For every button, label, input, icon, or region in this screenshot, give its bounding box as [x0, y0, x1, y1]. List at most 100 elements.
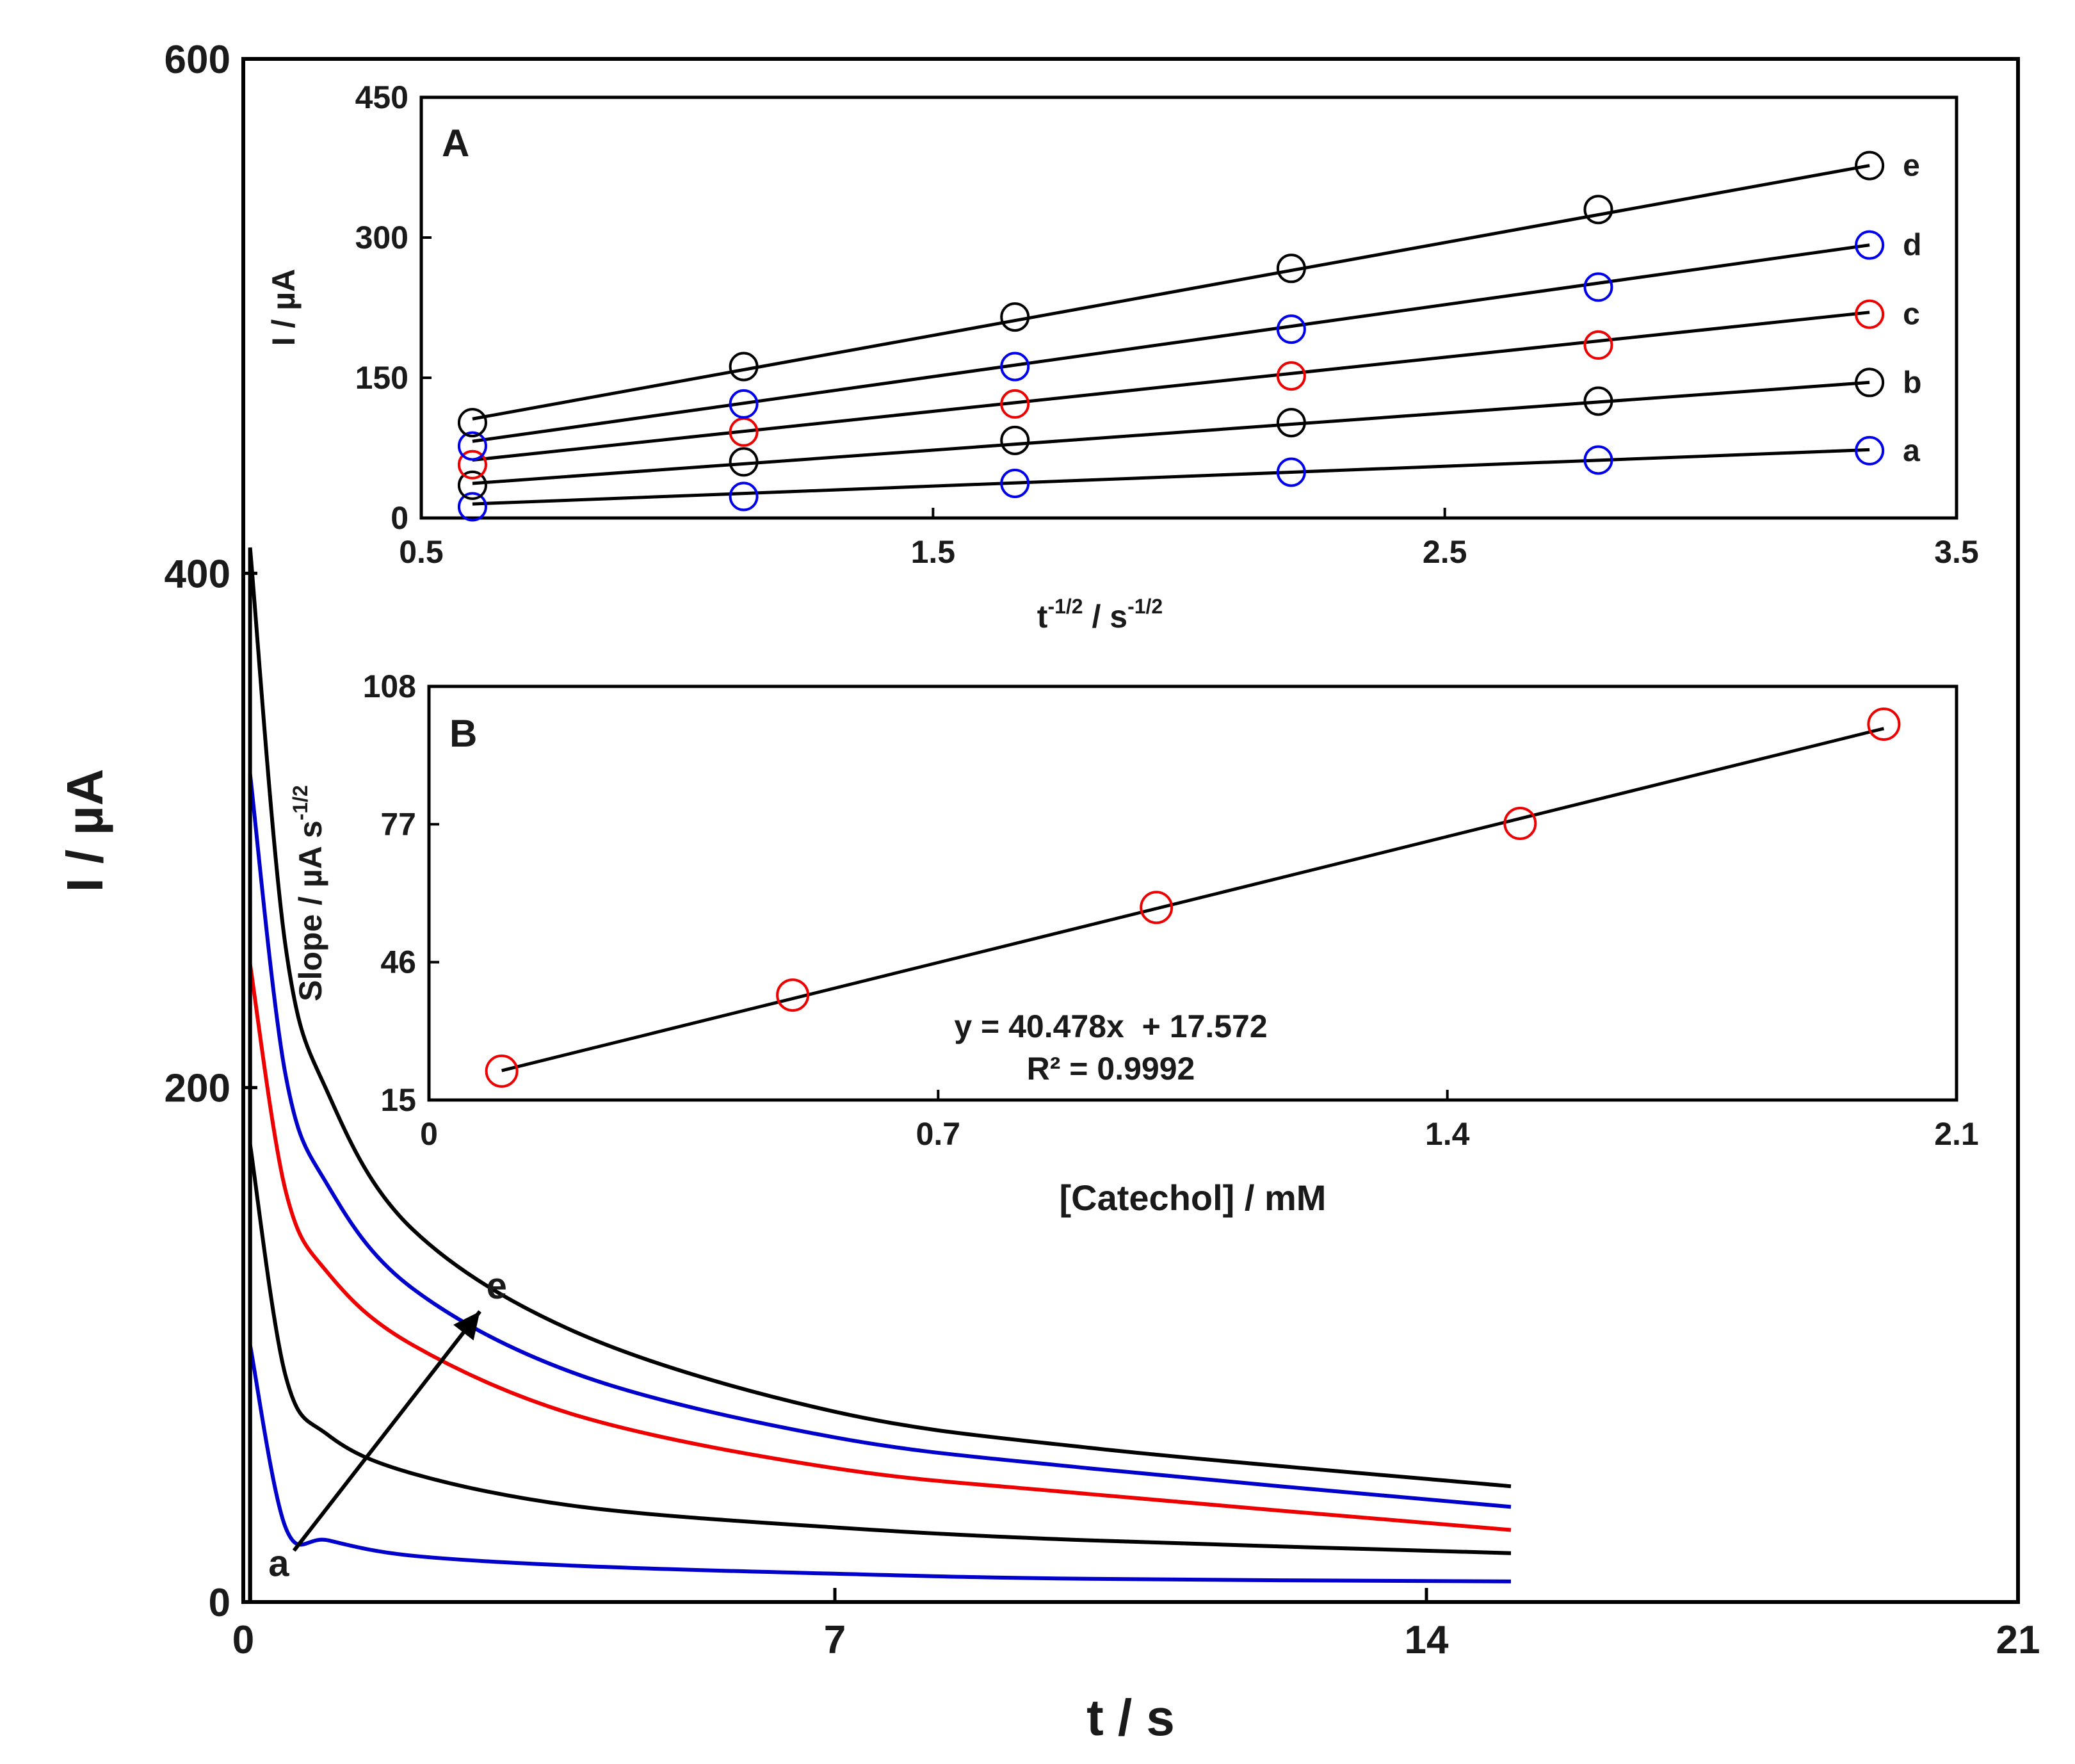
main-y-tick-label: 200 [165, 1067, 230, 1111]
inset-a-axis-ticks: 0.5 1.5 2.5 3.5 0 150 300 450 [355, 79, 1979, 570]
inset-b-point [485, 1054, 519, 1088]
inset-a-point-d [729, 389, 759, 419]
main-x-axis-title: t / s [1086, 1689, 1175, 1746]
inset-b-y-tick-label: 46 [380, 944, 416, 980]
inset-a-series-label-a: a [1903, 434, 1920, 468]
inset-b-chart: B 0 0.7 1.4 2.1 15 46 77 108 y = 40.478x + 17.5… [289, 668, 1979, 1218]
inset-b-panel-label: B [449, 712, 477, 755]
inset-b-x-tick-label: 2.1 [1934, 1116, 1979, 1152]
inset-b-y-tick-label: 77 [380, 806, 416, 842]
inset-a-point-d [1276, 314, 1306, 344]
inset-b-fit-line [501, 727, 1884, 1072]
inset-a-point-e [1276, 254, 1306, 284]
inset-b-point [776, 978, 810, 1012]
inset-a-point-d [457, 431, 487, 461]
main-axis-ticks: 0 7 14 21 0 200 400 600 [165, 38, 2040, 1662]
inset-a-fit-b [472, 380, 1870, 485]
inset-a-fit-c [472, 311, 1870, 462]
inset-b-point [1503, 806, 1537, 840]
main-series-a-line [248, 1344, 1512, 1600]
main-x-tick-label: 14 [1405, 1618, 1449, 1662]
inset-b-x-tick-label: 1.4 [1425, 1116, 1470, 1152]
inset-a-panel-label: A [442, 122, 469, 165]
inset-a-point-a [729, 481, 759, 512]
inset-b-background [429, 686, 1957, 1100]
inset-b-equation: y = 40.478x + 17.572 [954, 1008, 1267, 1044]
inset-a-x-title-sup1: -1/2 [1047, 595, 1083, 618]
main-y-tick-label: 400 [165, 552, 230, 596]
inset-a-point-b [729, 447, 759, 477]
main-series-c-line [248, 964, 1512, 1600]
inset-b-point [1140, 891, 1174, 925]
inset-a-point-b [1855, 368, 1885, 398]
inset-a-point-d [1583, 272, 1613, 302]
inset-b-y-tick-label: 108 [363, 668, 416, 704]
inset-a-x-tick-label: 0.5 [399, 534, 444, 570]
inset-b-x-axis-title: [Catechol] / mM [1060, 1177, 1327, 1218]
inset-b-y-axis-title: Slope / µA s-1/2 [289, 785, 328, 1001]
inset-a-point-c [1000, 389, 1030, 419]
inset-a-point-c [457, 449, 487, 480]
arrow-head-icon [453, 1311, 480, 1341]
inset-a-point-e [457, 408, 487, 438]
inset-b-regression-line [501, 727, 1884, 1072]
main-x-tick-label: 0 [232, 1618, 254, 1662]
arrow-shaft [292, 1310, 481, 1552]
inset-b-point [1867, 708, 1901, 741]
inset-a-point-b [457, 470, 487, 500]
inset-a-y-tick-label: 150 [355, 360, 408, 396]
inset-a-point-d [1000, 352, 1030, 382]
inset-a-fit-a [472, 448, 1870, 506]
main-series-lines [248, 547, 1512, 1600]
inset-a-point-b [1276, 408, 1306, 438]
inset-b-plot-frame [427, 684, 1958, 1102]
inset-a-point-a [1000, 468, 1030, 498]
inset-a-points: abc d e [457, 149, 1921, 522]
arrow-end-label: e [487, 1265, 507, 1307]
main-y-axis-title: I / µA [56, 769, 113, 893]
inset-a-point-c [1583, 330, 1613, 360]
inset-a-point-a [1583, 445, 1613, 475]
inset-a-point-e [1583, 195, 1613, 225]
inset-a-x-tick-label: 3.5 [1934, 534, 1979, 570]
arrow-start-label: a [268, 1543, 289, 1585]
inset-a-background [421, 97, 1957, 518]
inset-a-fit-lines [472, 164, 1870, 506]
main-y-tick-label: 0 [209, 1581, 230, 1625]
inset-b-points [485, 708, 1901, 1088]
inset-a-series-label-d: d [1903, 229, 1921, 263]
inset-a-point-a [1276, 457, 1306, 487]
inset-b-x-tick-label: 0.7 [916, 1116, 961, 1152]
inset-a-point-d [1855, 230, 1885, 260]
main-series-d-line [248, 773, 1512, 1600]
inset-a-x-title-sup2: -1/2 [1127, 595, 1163, 618]
main-series-e-line [248, 547, 1512, 1600]
inset-a-plot-frame [419, 95, 1958, 520]
inset-b-axis-ticks: 0 0.7 1.4 2.1 15 46 77 108 [363, 668, 1979, 1152]
inset-a-x-title-mid: / s [1083, 599, 1127, 635]
inset-a-x-title-base: t [1037, 599, 1048, 635]
inset-a-x-axis-title: t-1/2 / s-1/2 [1037, 595, 1163, 635]
inset-a-y-tick-label: 450 [355, 79, 408, 115]
inset-a-y-axis-title: I / µA [266, 269, 302, 346]
main-plot-frame [241, 57, 2020, 1604]
inset-a-series-label-c: c [1903, 298, 1920, 332]
main-x-tick-label: 21 [1996, 1618, 2040, 1662]
inset-a-y-tick-label: 300 [355, 220, 408, 255]
inset-b-y-title-sup: -1/2 [289, 785, 312, 820]
inset-a-point-e [1000, 302, 1030, 332]
inset-b-y-title-base: Slope / µA s [293, 820, 328, 1001]
inset-a-point-a [457, 492, 487, 522]
inset-a-point-a [1855, 435, 1885, 465]
inset-a-fit-d [472, 243, 1870, 443]
inset-a-y-tick-label: 0 [391, 500, 408, 536]
inset-b-x-tick-label: 0 [420, 1116, 438, 1152]
inset-b-r-squared: R² = 0.9992 [1027, 1051, 1195, 1087]
inset-a-x-tick-label: 1.5 [911, 534, 956, 570]
inset-a-point-c [1855, 299, 1885, 329]
inset-a-point-e [1855, 150, 1885, 181]
inset-a-x-tick-label: 2.5 [1423, 534, 1467, 570]
